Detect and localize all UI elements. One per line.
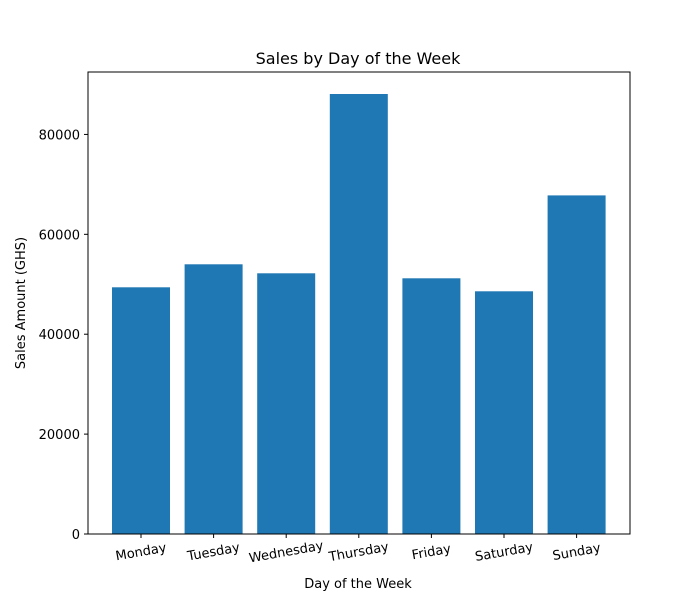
x-tick-label: Saturday bbox=[474, 540, 535, 565]
y-tick-label: 80000 bbox=[39, 128, 80, 143]
y-tick-label: 20000 bbox=[39, 428, 80, 443]
bar-sunday bbox=[547, 195, 606, 534]
x-tick-label: Wednesday bbox=[248, 539, 325, 567]
bar-friday bbox=[402, 278, 461, 534]
y-axis-ticks: 0 20000 40000 60000 80000 bbox=[39, 128, 88, 543]
bar-tuesday bbox=[184, 264, 243, 534]
bar-wednesday bbox=[257, 273, 316, 534]
y-axis-label: Sales Amount (GHS) bbox=[14, 237, 29, 369]
y-tick-label: 60000 bbox=[39, 228, 80, 243]
bar-thursday bbox=[329, 94, 388, 534]
bar-monday bbox=[112, 287, 170, 534]
x-tick-label: Sunday bbox=[551, 541, 602, 564]
bar-saturday bbox=[475, 291, 533, 534]
bars-group bbox=[112, 94, 606, 534]
x-tick-label: Tuesday bbox=[185, 540, 241, 564]
chart-title: Sales by Day of the Week bbox=[256, 49, 461, 68]
x-tick-label: Thursday bbox=[327, 540, 390, 565]
x-axis-label: Day of the Week bbox=[304, 577, 412, 592]
x-tick-label: Friday bbox=[411, 542, 453, 564]
x-axis-ticks: Monday Tuesday Wednesday Thursday Friday Satu… bbox=[115, 534, 602, 567]
y-tick-label: 0 bbox=[72, 528, 80, 543]
x-tick-label: Monday bbox=[115, 541, 168, 565]
y-tick-label: 40000 bbox=[39, 328, 80, 343]
